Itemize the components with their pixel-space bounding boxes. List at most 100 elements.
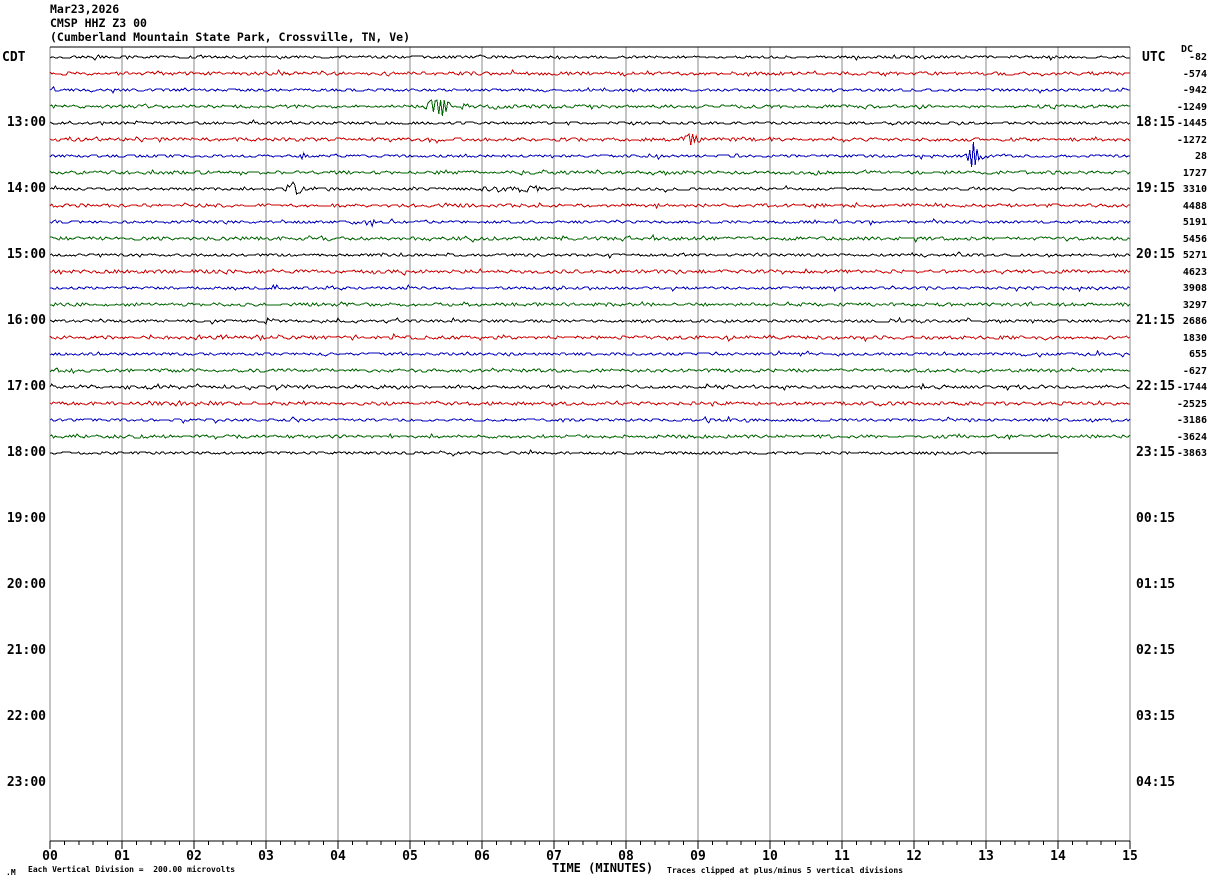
dc-offset-value: -942 xyxy=(1182,85,1207,96)
x-tick-label: 11 xyxy=(834,849,850,864)
dc-offset-value: -3624 xyxy=(1176,431,1207,443)
dc-offset-header: DC xyxy=(1181,44,1194,55)
title-date: Mar23,2026 xyxy=(50,2,120,16)
x-tick-label: 07 xyxy=(546,849,562,864)
x-tick-label: 04 xyxy=(330,849,346,864)
cdt-time-label: 18:00 xyxy=(6,445,46,460)
utc-time-label: 02:15 xyxy=(1136,643,1176,658)
dc-offset-value: 4623 xyxy=(1182,266,1207,278)
cdt-time-label: 17:00 xyxy=(6,379,46,394)
utc-time-label: 03:15 xyxy=(1136,709,1176,724)
dc-offset-value: 1830 xyxy=(1182,332,1207,344)
x-tick-label: 00 xyxy=(42,849,58,864)
x-tick-label: 13 xyxy=(978,849,994,864)
dc-offset-value: -82 xyxy=(1188,52,1207,63)
dc-offset-value: -3186 xyxy=(1176,415,1207,426)
utc-time-label: 19:15 xyxy=(1136,181,1176,196)
trace-row xyxy=(49,168,1131,177)
dc-offset-value: -574 xyxy=(1182,68,1207,80)
dc-offset-value: 655 xyxy=(1188,349,1207,360)
cdt-time-label: 19:00 xyxy=(6,511,46,526)
dc-offset-value: -1744 xyxy=(1176,382,1207,393)
dc-offset-value: 5271 xyxy=(1182,250,1207,261)
dc-offset-value: 3310 xyxy=(1182,184,1207,195)
cdt-time-label: 16:00 xyxy=(6,313,46,328)
trace-row xyxy=(50,448,1058,457)
dc-offset-value: 4488 xyxy=(1182,200,1207,212)
x-tick-label: 14 xyxy=(1050,849,1066,864)
x-tick-label: 09 xyxy=(690,849,706,864)
x-tick-label: 05 xyxy=(402,849,418,864)
utc-time-label: 22:15 xyxy=(1136,379,1176,394)
utc-time-label: 04:15 xyxy=(1136,775,1176,790)
dc-offset-value: 1727 xyxy=(1182,167,1207,179)
footnote-clip: Traces clipped at plus/minus 5 vertical … xyxy=(667,866,904,875)
utc-time-label: 21:15 xyxy=(1136,313,1176,328)
x-tick-label: 01 xyxy=(114,849,130,864)
trace-row xyxy=(49,415,1131,424)
dc-offset-value: -2525 xyxy=(1176,398,1207,410)
dc-offset-value: -1272 xyxy=(1176,134,1207,146)
trace-row xyxy=(50,283,1131,293)
cdt-time-label: 22:00 xyxy=(6,709,46,724)
watermark-mark: .M xyxy=(6,868,16,877)
dc-offset-value: -627 xyxy=(1182,365,1207,377)
trace-row xyxy=(50,233,1131,244)
trace-row xyxy=(49,86,1130,95)
right-timezone-label: UTC xyxy=(1142,50,1166,65)
x-tick-label: 02 xyxy=(186,849,202,864)
footnote-scale: Each Vertical Division = 200.00 microvol… xyxy=(28,865,236,874)
trace-row xyxy=(49,367,1130,374)
cdt-time-label: 21:00 xyxy=(6,643,46,658)
cdt-time-label: 20:00 xyxy=(6,577,46,592)
trace-row xyxy=(49,99,1130,117)
title-station: CMSP HHZ Z3 00 xyxy=(50,16,147,30)
utc-time-label: 23:15 xyxy=(1136,445,1176,460)
cdt-time-label: 15:00 xyxy=(6,247,46,262)
x-axis-title: TIME (MINUTES) xyxy=(552,861,654,875)
trace-row xyxy=(50,301,1131,307)
dc-offset-value: 2686 xyxy=(1182,316,1207,327)
utc-time-label: 18:15 xyxy=(1136,115,1176,130)
trace-row xyxy=(49,141,1130,168)
trace-row xyxy=(49,119,1131,126)
dc-offset-value: 28 xyxy=(1194,151,1207,162)
dc-offset-value: 5456 xyxy=(1182,233,1207,245)
trace-row xyxy=(49,382,1130,392)
x-tick-label: 10 xyxy=(762,849,778,864)
cdt-time-label: 14:00 xyxy=(6,181,46,196)
dc-offset-value: 5191 xyxy=(1182,217,1207,228)
trace-row xyxy=(49,132,1131,146)
trace-row xyxy=(49,316,1131,325)
dc-offset-value: 3908 xyxy=(1182,283,1207,294)
utc-time-label: 20:15 xyxy=(1136,247,1176,262)
trace-row xyxy=(49,251,1131,260)
trace-row xyxy=(50,267,1131,276)
x-tick-label: 15 xyxy=(1122,849,1138,864)
dc-offset-value: 3297 xyxy=(1182,299,1207,311)
dc-offset-value: -3863 xyxy=(1176,448,1207,459)
x-axis xyxy=(49,840,1131,849)
trace-row xyxy=(49,399,1130,408)
trace-row xyxy=(49,332,1131,343)
dc-offset-value: -1249 xyxy=(1176,101,1207,113)
x-tick-label: 08 xyxy=(618,849,634,864)
utc-time-label: 01:15 xyxy=(1136,577,1176,592)
left-timezone-label: CDT xyxy=(2,50,26,65)
cdt-time-label: 23:00 xyxy=(6,775,46,790)
minute-gridlines xyxy=(49,47,1131,841)
title-location: (Cumberland Mountain State Park, Crossvi… xyxy=(50,30,411,44)
cdt-time-label: 13:00 xyxy=(6,115,46,130)
trace-row xyxy=(49,202,1130,210)
trace-row xyxy=(49,218,1131,228)
trace-row xyxy=(49,181,1131,195)
x-tick-label: 06 xyxy=(474,849,490,864)
dc-offset-value: -1445 xyxy=(1176,118,1207,129)
trace-group xyxy=(49,54,1131,457)
trace-row xyxy=(49,432,1131,441)
x-tick-label: 03 xyxy=(258,849,274,864)
utc-time-label: 00:15 xyxy=(1136,511,1176,526)
x-tick-label: 12 xyxy=(906,849,922,864)
